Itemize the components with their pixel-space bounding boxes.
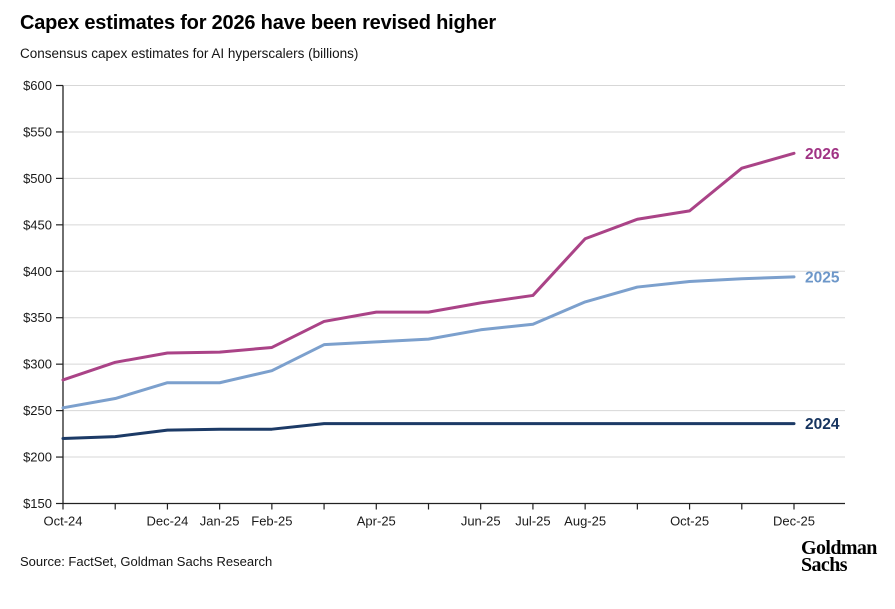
series-label-2025: 2025	[805, 269, 840, 286]
x-tick-label: Feb-25	[251, 514, 292, 529]
y-tick-label: $400	[23, 264, 52, 279]
series-label-2024: 2024	[805, 416, 840, 433]
chart-subtitle: Consensus capex estimates for AI hypersc…	[20, 46, 359, 61]
y-tick-label: $500	[23, 171, 52, 186]
x-tick-label: Dec-24	[146, 514, 188, 529]
series-label-2026: 2026	[805, 146, 840, 163]
y-tick-label: $450	[23, 217, 52, 232]
y-tick-label: $600	[23, 78, 52, 93]
goldman-sachs-logo: Goldman Sachs	[801, 537, 877, 576]
y-tick-label: $300	[23, 357, 52, 372]
series-line-2025	[61, 275, 796, 410]
y-tick-label: $200	[23, 450, 52, 465]
series-line-2026	[61, 151, 796, 382]
x-tick-label: Apr-25	[357, 514, 396, 529]
y-tick-label: $150	[23, 496, 52, 511]
logo-line-sachs: Sachs	[801, 554, 848, 576]
x-tick-label: Jul-25	[515, 514, 550, 529]
y-tick-label: $250	[23, 403, 52, 418]
x-tick-label: Aug-25	[564, 514, 606, 529]
source-note: Source: FactSet, Goldman Sachs Research	[20, 554, 273, 569]
x-tick-label: Jun-25	[461, 514, 501, 529]
x-tick-label: Jan-25	[200, 514, 240, 529]
y-tick-label: $550	[23, 124, 52, 139]
logo-line-goldman: Goldman	[801, 537, 877, 559]
x-tick-label: Oct-24	[43, 514, 82, 529]
x-tick-label: Dec-25	[773, 514, 815, 529]
x-tick-label: Oct-25	[670, 514, 709, 529]
chart-title: Capex estimates for 2026 have been revis…	[20, 12, 496, 34]
y-tick-label: $350	[23, 310, 52, 325]
series-line-2024	[61, 422, 796, 440]
